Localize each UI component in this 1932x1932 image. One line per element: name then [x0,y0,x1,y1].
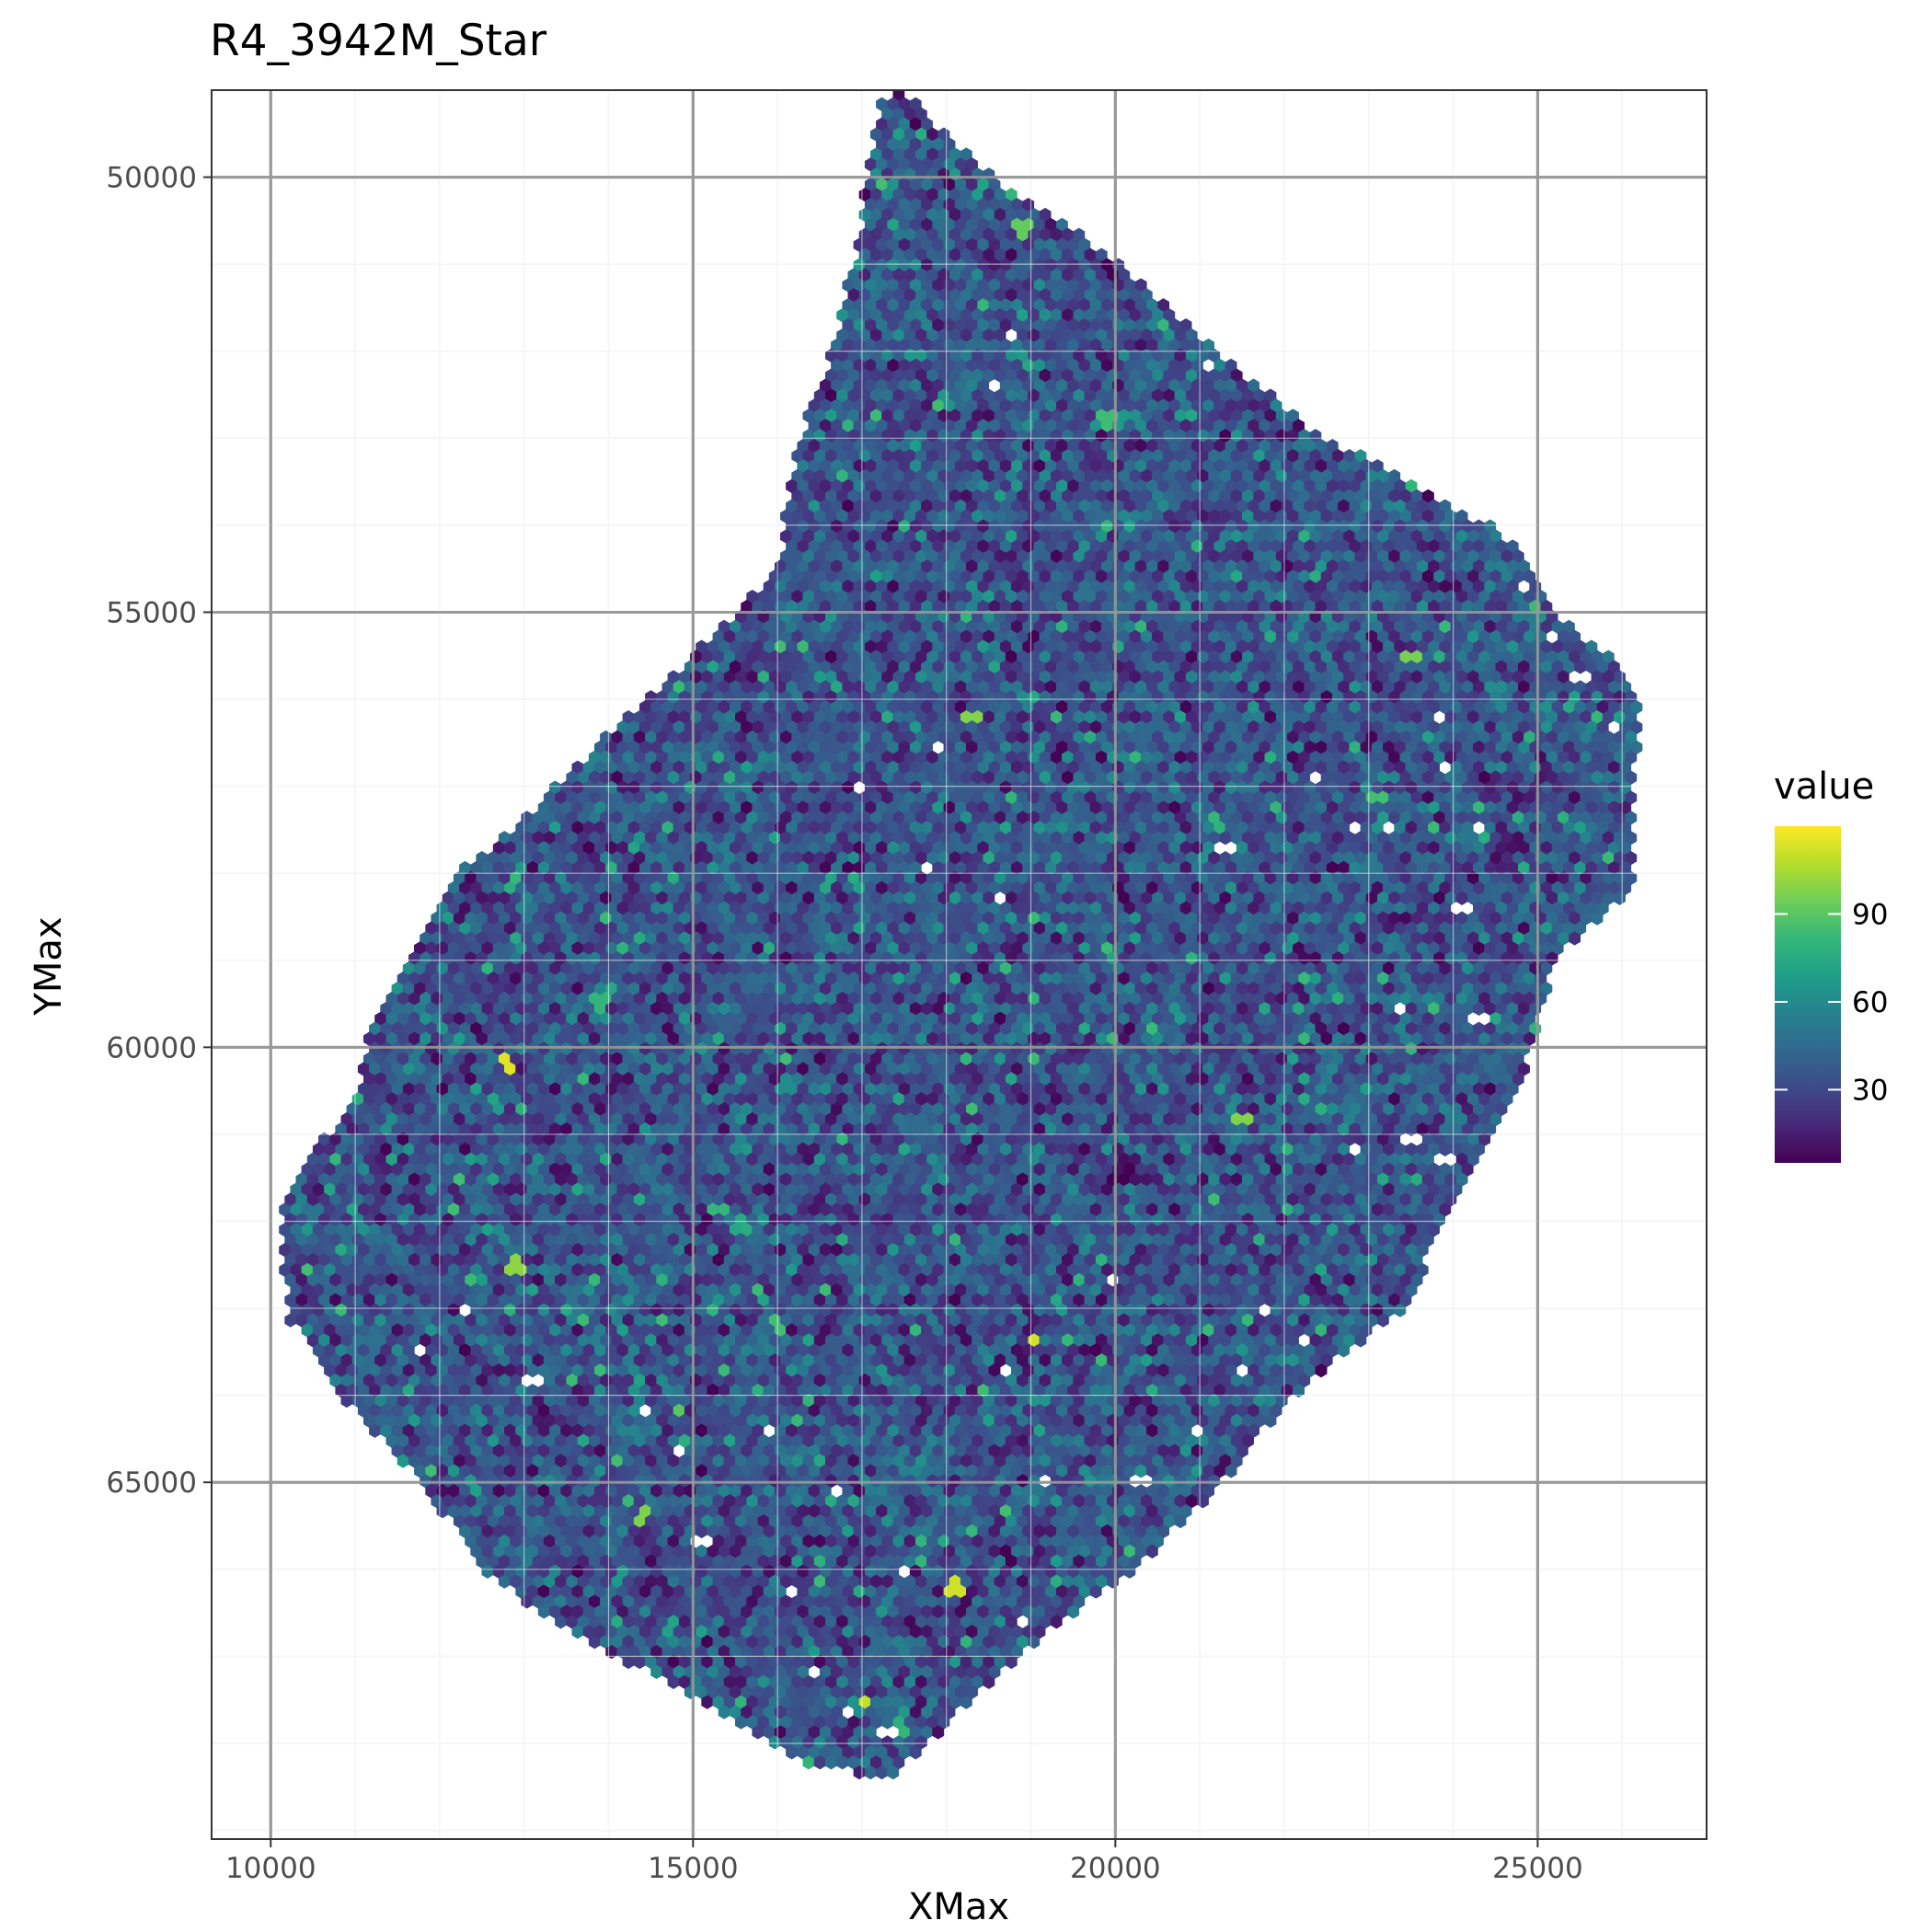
hexbin-cells [279,90,1643,1780]
hex-cell-4727 [1591,911,1604,926]
chart-title: R4_3942M_Star [210,16,547,66]
